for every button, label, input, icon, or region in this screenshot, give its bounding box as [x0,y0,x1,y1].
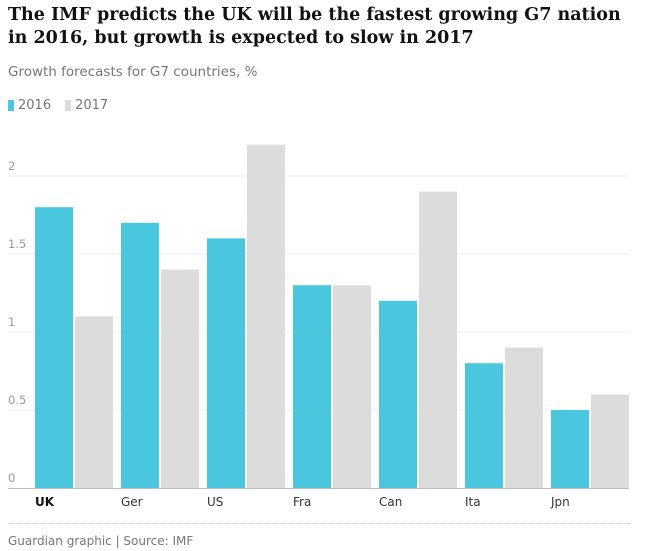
bar-jpn-2017 [591,394,629,488]
bar-ita-2016 [465,363,503,488]
headline-rest-text: , but growth is expected to slow in 2017 [82,28,474,48]
x-tick-label: US [207,495,223,509]
bar-fra-2016 [293,285,331,488]
bar-can-2017 [419,191,457,488]
chart-subtitle: Growth forecasts for G7 countries, % [8,64,258,80]
y-tick-label: 1 [8,315,15,329]
bar-can-2016 [379,300,417,488]
x-tick-label: UK [35,495,55,509]
bar-fra-2017 [333,285,371,488]
x-tick-label: Ger [121,495,143,509]
legend-item-2017: 2017 [65,98,108,113]
y-tick-label: 2 [8,159,15,173]
bar-uk-2016 [35,207,73,488]
bar-uk-2017 [75,316,113,488]
legend-label-2016: 2016 [18,98,52,113]
legend-label-2017: 2017 [75,98,109,113]
legend-swatch-2017 [65,100,72,111]
x-tick-label: Jpn [550,495,570,509]
y-tick-label: 1.5 [8,237,26,251]
x-tick-label: Ita [465,495,481,509]
chart-legend: 2016 2017 [8,98,122,113]
bar-ger-2016 [121,222,159,489]
bar-us-2016 [207,238,245,488]
legend-item-2016: 2016 [8,98,51,113]
legend-swatch-2016 [8,100,14,111]
y-tick-label: 0.5 [8,393,26,407]
bar-jpn-2016 [551,410,589,488]
footer-divider [8,523,629,524]
bar-ita-2017 [505,347,543,488]
y-tick-label: 0 [8,471,15,485]
x-tick-label: Can [379,495,402,509]
chart-headline: The IMF predicts the UK will be the fast… [8,4,644,50]
headline-bold-text: The IMF predicts the UK will be the fast… [8,5,621,48]
source-credit: Guardian graphic | Source: IMF [8,534,194,548]
bar-us-2017 [247,144,285,489]
bar-ger-2017 [161,269,199,488]
x-tick-label: Fra [293,495,311,509]
